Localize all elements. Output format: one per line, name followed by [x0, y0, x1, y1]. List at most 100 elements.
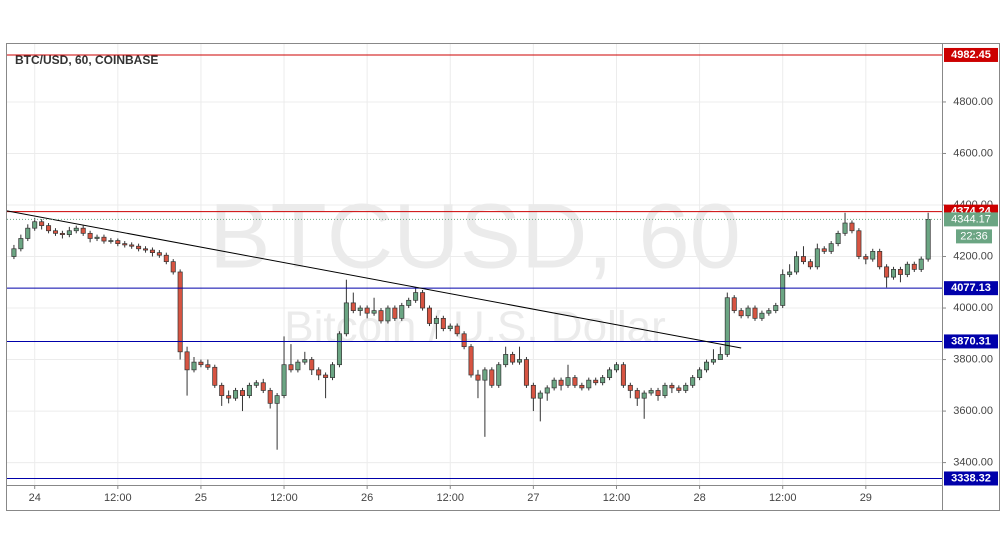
- candle-body: [503, 354, 509, 366]
- candle-body: [177, 271, 183, 353]
- candle-body: [302, 359, 308, 363]
- candle-body: [274, 395, 280, 404]
- x-tick-label: 25: [195, 492, 207, 504]
- candle-body: [143, 248, 149, 251]
- candle-body: [600, 377, 606, 384]
- candle-body: [413, 292, 419, 301]
- candle-body: [336, 333, 342, 366]
- candle-body: [461, 333, 467, 348]
- candle-body: [323, 374, 329, 378]
- candle-body: [641, 392, 647, 399]
- candle-body: [115, 240, 121, 244]
- candle-body: [295, 361, 301, 371]
- x-tick-label: 12:00: [270, 492, 298, 504]
- candle-body: [170, 261, 176, 273]
- candle-body: [807, 261, 813, 268]
- current-price-label: 4344.17: [951, 213, 991, 225]
- x-tick-label: 12:00: [104, 492, 132, 504]
- candle-body: [184, 351, 190, 371]
- candle-body: [309, 359, 315, 371]
- candle-body: [517, 359, 523, 363]
- candle-body: [925, 219, 931, 260]
- candle-body: [627, 384, 633, 391]
- candle-body: [821, 248, 827, 252]
- level-label-box: [944, 47, 998, 62]
- level-label: 4982.45: [951, 49, 991, 61]
- candle-body: [835, 232, 841, 244]
- candle-body: [378, 310, 384, 322]
- level-label: 3870.31: [951, 335, 991, 347]
- candle-body: [877, 251, 883, 268]
- candle-body: [891, 269, 897, 278]
- candle-body: [863, 256, 869, 260]
- candle-body: [426, 307, 432, 324]
- candle-body: [267, 390, 273, 404]
- watermark: BTCUSD, 60: [209, 185, 741, 287]
- candle-body: [316, 369, 322, 376]
- candle-body: [343, 302, 349, 335]
- candle-body: [648, 390, 654, 394]
- candle-body: [593, 379, 599, 384]
- candle-body: [510, 354, 516, 363]
- candle-body: [233, 390, 239, 399]
- candle-body: [475, 374, 481, 381]
- candle-body: [620, 364, 626, 386]
- candle-body: [607, 369, 613, 378]
- candle-body: [731, 297, 737, 311]
- chart-title: BTC/USD, 60, COINBASE: [15, 53, 158, 67]
- candle-body: [253, 382, 259, 386]
- candle-body: [489, 369, 495, 386]
- candle-body: [669, 384, 675, 389]
- candle-body: [371, 310, 377, 314]
- y-tick-label: 3600.00: [953, 405, 993, 417]
- candle-body: [52, 230, 58, 234]
- candle-body: [738, 310, 744, 317]
- x-tick-label: 12:00: [436, 492, 464, 504]
- candle-body: [392, 307, 398, 319]
- candle-body: [420, 292, 426, 309]
- candle-body: [842, 222, 848, 234]
- candle-body: [724, 297, 730, 355]
- x-tick-label: 28: [693, 492, 705, 504]
- candle-body: [676, 387, 682, 391]
- candle-body: [586, 379, 592, 389]
- candle-body: [454, 325, 460, 335]
- candle-body: [226, 395, 232, 399]
- level-label-box: [944, 281, 998, 296]
- level-label-box: [944, 334, 998, 349]
- candle-body: [101, 236, 107, 242]
- candle-body: [697, 369, 703, 378]
- candle-body: [108, 240, 114, 242]
- candle-body: [814, 248, 820, 268]
- candle-body: [212, 366, 218, 386]
- candle-body: [18, 238, 24, 250]
- candle-body: [856, 230, 862, 257]
- candle-body: [399, 305, 405, 319]
- candle-body: [205, 364, 211, 368]
- candle-body: [32, 221, 38, 229]
- level-label: 3338.32: [951, 472, 991, 484]
- candle-body: [870, 251, 876, 260]
- grid: [7, 44, 942, 485]
- candle-body: [794, 256, 800, 273]
- level-label: 4077.13: [951, 282, 991, 294]
- candle-body: [163, 254, 169, 263]
- y-tick-label: 4800.00: [953, 96, 993, 108]
- candle-body: [364, 307, 370, 314]
- candle-body: [198, 361, 204, 366]
- candle-body: [73, 227, 79, 232]
- candle-body: [745, 307, 751, 317]
- y-tick-label: 4000.00: [953, 302, 993, 314]
- candle-body: [544, 387, 550, 394]
- x-tick-label: 27: [527, 492, 539, 504]
- candle-body: [634, 390, 640, 399]
- candle-body: [558, 379, 564, 386]
- candle-body: [239, 390, 245, 396]
- trend-line: [6, 210, 742, 349]
- level-label-box: [944, 471, 998, 486]
- candle-body: [904, 263, 910, 275]
- candle-body: [357, 307, 363, 311]
- candle-body: [447, 325, 453, 329]
- y-tick-label: 3800.00: [953, 353, 993, 365]
